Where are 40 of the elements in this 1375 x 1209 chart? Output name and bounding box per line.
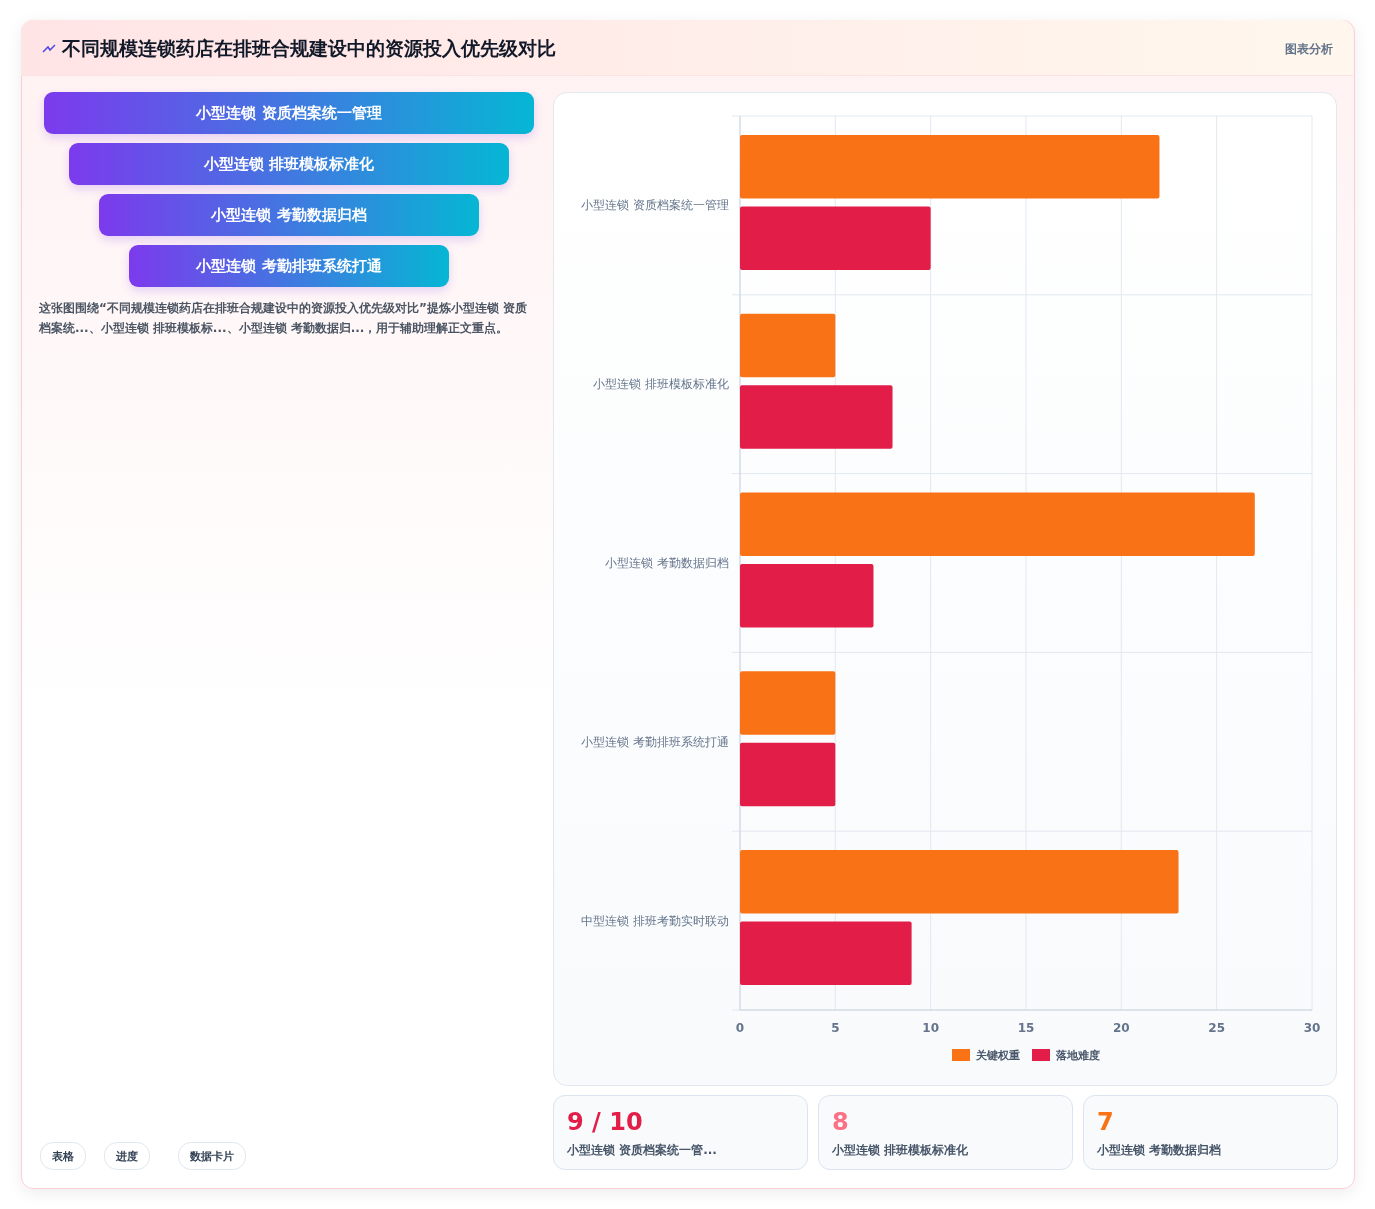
x-tick-label: 0 [735, 1021, 745, 1035]
y-tick-label: 中型连锁 排班考勤实时联动 [581, 913, 729, 928]
text: 表格 [40, 1142, 86, 1170]
text: 数据卡片 [178, 1142, 246, 1170]
bar [740, 134, 1160, 199]
bar [740, 385, 893, 449]
bar [740, 850, 1179, 914]
text: 9 / 10 [567, 1108, 643, 1136]
y-tick-label: 小型连锁 排班模板标准化 [593, 377, 729, 392]
text: 7 [1097, 1108, 1114, 1136]
bar [740, 492, 1255, 556]
x-tick-label: 10 [922, 1021, 940, 1035]
text: 进度 [104, 1142, 150, 1170]
text: 小型连锁 资质档案统一管... [567, 1142, 717, 1159]
text: 图表分析 [1285, 41, 1333, 58]
y-tick-label: 小型连锁 考勤数据归档 [605, 556, 729, 570]
text: 小型连锁 排班模板标准化 [69, 143, 509, 185]
bar [740, 564, 874, 628]
x-tick-label: 20 [1112, 1021, 1130, 1035]
bar [740, 313, 836, 378]
y-tick-label: 小型连锁 考勤排班系统打通 [581, 734, 729, 749]
bar [740, 206, 931, 270]
legend-label: 关键权重 [975, 1049, 1020, 1062]
x-tick-label: 25 [1208, 1021, 1226, 1035]
legend-label: 落地难度 [1055, 1049, 1100, 1062]
x-tick-label: 15 [1017, 1021, 1035, 1035]
y-tick-label: 小型连锁 资质档案统一管理 [581, 198, 729, 213]
text: 不同规模连锁药店在排班合规建设中的资源投入优先级对比 [62, 36, 556, 61]
text: 8 [832, 1108, 849, 1136]
text: 这张图围绕“不同规模连锁药店在排班合规建设中的资源投入优先级对比”提炼小型连锁 资质档案统...、小型连锁 排班模板标...、小型连锁 考勤数据归...，用于辅助理解正文重点。 [39, 300, 528, 337]
x-tick-label: 30 [1303, 1021, 1321, 1035]
text: 小型连锁 考勤数据归档 [1097, 1142, 1222, 1159]
text: 小型连锁 资质档案统一管理 [44, 92, 534, 134]
x-tick-label: 5 [831, 1021, 840, 1035]
text: 小型连锁 考勤排班系统打通 [129, 245, 449, 287]
bar [740, 671, 836, 735]
text: 小型连锁 考勤数据归档 [99, 194, 479, 236]
bar [740, 742, 836, 807]
text: 小型连锁 排班模板标准化 [832, 1142, 969, 1159]
bar [740, 921, 912, 986]
